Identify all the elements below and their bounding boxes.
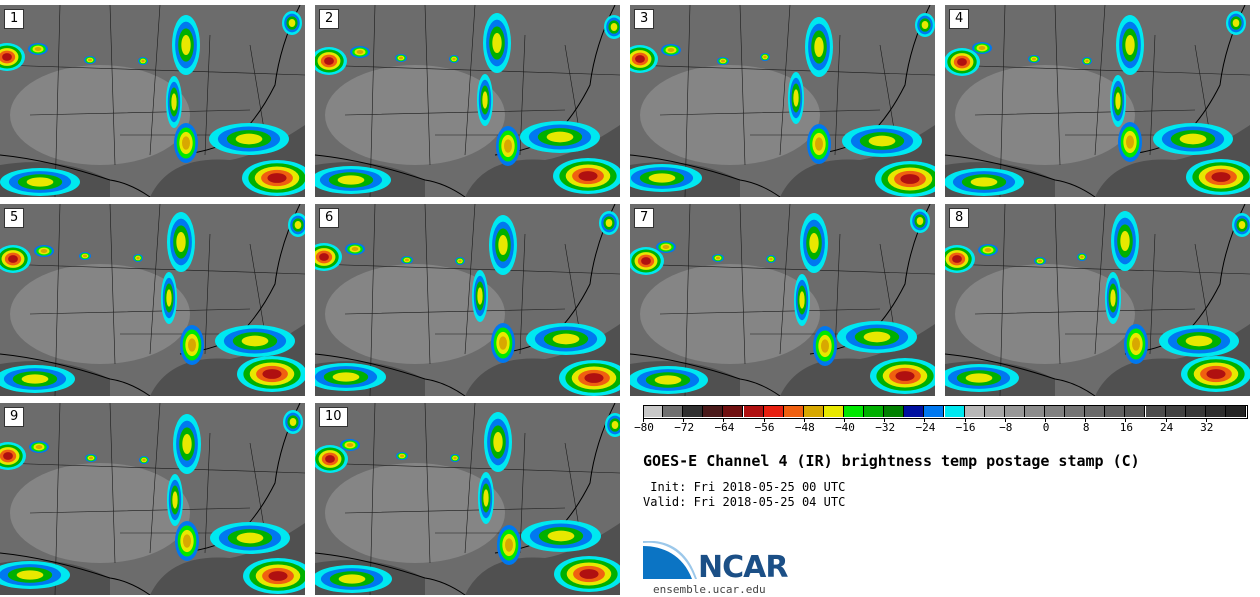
ir-map <box>630 5 935 197</box>
colorbar-cell <box>723 405 744 417</box>
colorbar-tick-mark <box>1004 418 1006 422</box>
colorbar-cell <box>1065 405 1086 417</box>
colorbar-tick-mark <box>1165 418 1167 422</box>
colorbar-frame <box>643 405 1248 419</box>
colorbar-tick-label: −80 <box>634 421 654 434</box>
colorbar-tick-mark <box>763 418 765 422</box>
ir-map <box>315 403 620 595</box>
ir-map <box>945 5 1250 197</box>
colorbar-tick-label: 32 <box>1200 421 1214 434</box>
colorbar-tick-mark <box>683 418 685 422</box>
colorbar-tick-label: −24 <box>915 421 936 434</box>
colorbar-cell <box>1004 405 1025 417</box>
colorbar-cell <box>763 405 784 417</box>
ir-map <box>0 5 305 197</box>
colorbar-cell <box>743 405 764 417</box>
panel-number: 4 <box>949 9 970 29</box>
colorbar-tick-mark <box>803 418 805 422</box>
colorbar-tick-label: −16 <box>955 421 976 434</box>
stamp-panel-3: 3 <box>630 5 935 197</box>
colorbar-cell <box>1165 405 1186 417</box>
stamp-panel-9: 9 <box>0 403 305 595</box>
panel-number: 7 <box>634 208 655 228</box>
colorbar-cell <box>1024 405 1045 417</box>
colorbar-cell <box>1185 405 1206 417</box>
ir-map <box>315 5 620 197</box>
stamp-panel-6: 6 <box>315 204 620 396</box>
colorbar-cell <box>1205 405 1226 417</box>
colorbar-cell <box>783 405 804 417</box>
colorbar-cell <box>803 405 824 417</box>
colorbar-tick-mark <box>1205 418 1207 422</box>
panel-number: 8 <box>949 208 970 228</box>
figure-title: GOES-E Channel 4 (IR) brightness temp po… <box>643 452 1140 470</box>
stamp-panel-10: 10 <box>315 403 620 595</box>
stamp-panel-8: 8 <box>945 204 1250 396</box>
colorbar-tick-label: −8 <box>999 421 1013 434</box>
ir-map <box>945 204 1250 396</box>
colorbar-tick-label: 8 <box>1082 421 1090 434</box>
ncar-logo-icon <box>643 541 697 579</box>
colorbar-tick-label: −40 <box>835 421 855 434</box>
ir-map <box>0 403 305 595</box>
colorbar-cell <box>643 405 664 417</box>
colorbar-tick-label: −56 <box>754 421 775 434</box>
valid-time: Valid: Fri 2018-05-25 04 UTC <box>643 495 846 509</box>
panel-number: 9 <box>4 407 25 427</box>
colorbar-cell <box>1105 405 1126 417</box>
ncar-logo-text: NCAR <box>698 550 788 585</box>
colorbar-tick-mark <box>844 418 845 422</box>
colorbar-tick-mark <box>1085 418 1087 422</box>
colorbar-cell <box>844 405 865 417</box>
colorbar-tick-mark <box>643 418 644 422</box>
colorbar-tick-mark <box>964 418 966 422</box>
colorbar-cell <box>823 405 844 417</box>
ir-map <box>315 204 620 396</box>
ir-map <box>630 204 935 396</box>
colorbar-tick-mark <box>1125 418 1127 422</box>
colorbar-tick-mark <box>1045 418 1046 422</box>
ir-map <box>0 204 305 396</box>
colorbar-cell <box>663 405 684 417</box>
colorbar-cell <box>964 405 985 417</box>
colorbar-tick-label: −64 <box>714 421 735 434</box>
colorbar-tick-mark <box>924 418 926 422</box>
colorbar-tick-mark <box>723 418 725 422</box>
colorbar-cell <box>944 405 965 417</box>
stamp-panel-2: 2 <box>315 5 620 197</box>
colorbar-tick-label: 24 <box>1159 421 1174 434</box>
colorbar-cell <box>703 405 724 417</box>
colorbar-cell <box>683 405 704 417</box>
colorbar-cell <box>984 405 1005 417</box>
panel-number: 6 <box>319 208 340 228</box>
colorbar-cell <box>1145 405 1166 417</box>
colorbar-cell <box>904 405 925 417</box>
panel-number: 10 <box>319 407 348 427</box>
colorbar-cell <box>1085 405 1106 417</box>
stamp-panel-7: 7 <box>630 204 935 396</box>
panel-number: 5 <box>4 208 25 228</box>
colorbar-cell <box>924 405 945 417</box>
panel-number: 3 <box>634 9 655 29</box>
init-time: Init: Fri 2018-05-25 00 UTC <box>643 480 846 494</box>
panel-number: 1 <box>4 9 25 29</box>
colorbar-cell <box>1125 405 1146 417</box>
colorbar <box>643 405 1248 419</box>
colorbar-tick-label: −32 <box>875 421 896 434</box>
colorbar-tick-label: −48 <box>794 421 815 434</box>
stamp-panel-5: 5 <box>0 204 305 396</box>
colorbar-tick-mark <box>884 418 886 422</box>
website-link[interactable]: ensemble.ucar.edu <box>653 583 766 596</box>
colorbar-cell <box>884 405 905 417</box>
stamp-panel-4: 4 <box>945 5 1250 197</box>
colorbar-tick-label: −72 <box>674 421 695 434</box>
colorbar-tick-label: 16 <box>1119 421 1134 434</box>
colorbar-cell <box>1045 405 1066 417</box>
panel-number: 2 <box>319 9 340 29</box>
colorbar-tick-label: 0 <box>1042 421 1050 434</box>
colorbar-cell <box>1225 405 1246 417</box>
stamp-panel-1: 1 <box>0 5 305 197</box>
colorbar-cell <box>864 405 885 417</box>
